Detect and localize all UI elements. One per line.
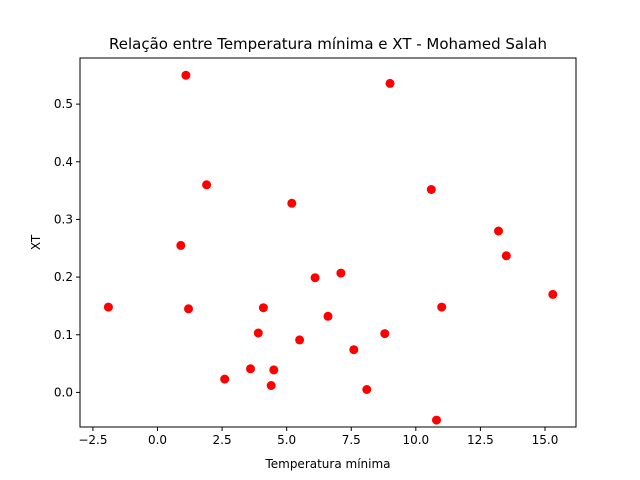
data-point-22	[432, 415, 441, 425]
y-tick-label: 0.5	[54, 97, 73, 111]
data-point-11	[269, 365, 279, 375]
x-tick-label: 5.0	[277, 433, 296, 447]
data-point-23	[437, 302, 447, 312]
plot-frame	[79, 57, 577, 428]
x-tick-label: 7.5	[342, 433, 361, 447]
data-point-21	[426, 185, 436, 194]
y-tick-label: 0.0	[54, 385, 73, 399]
data-point-18	[362, 385, 372, 394]
x-tick-label: −2.5	[78, 433, 107, 447]
chart-title: Relação entre Temperatura mínima e XT - …	[109, 35, 547, 53]
x-axis: −2.5 0.0 2.5 5.0 7.5 10.0 12.5 15.0	[78, 427, 558, 447]
data-point-25	[501, 251, 511, 261]
data-point-3	[181, 70, 191, 80]
data-point-2	[176, 240, 186, 250]
data-point-5	[202, 180, 212, 190]
data-point-9	[258, 303, 268, 313]
y-tick-label: 0.3	[54, 212, 73, 226]
data-point-14	[310, 273, 320, 283]
data-point-16	[336, 268, 346, 278]
points-layer	[103, 70, 558, 425]
data-point-20	[385, 78, 395, 88]
y-tick-label: 0.1	[54, 328, 73, 342]
x-tick-label: 10.0	[402, 433, 429, 447]
x-tick-label: 15.0	[532, 433, 559, 447]
data-point-6	[220, 374, 230, 384]
x-tick-label: 12.5	[467, 433, 494, 447]
y-tick-label: 0.4	[54, 155, 73, 169]
x-axis-label: Temperatura mínima	[264, 457, 390, 471]
data-point-7	[246, 364, 255, 374]
data-point-15	[323, 311, 333, 321]
data-point-17	[349, 345, 359, 355]
data-point-13	[295, 335, 305, 345]
data-point-26	[548, 289, 558, 299]
data-point-12	[287, 198, 297, 208]
data-point-24	[494, 226, 503, 236]
data-point-4	[184, 304, 193, 314]
data-point-8	[253, 328, 263, 338]
data-point-19	[380, 329, 390, 339]
y-axis: 0.0 0.1 0.2 0.3 0.4 0.5	[54, 97, 80, 399]
x-tick-label: 0.0	[148, 433, 167, 447]
data-point-10	[266, 381, 276, 390]
x-tick-label: 2.5	[213, 433, 232, 447]
data-point-1	[103, 302, 113, 312]
y-axis-label: XT	[29, 234, 43, 250]
y-tick-label: 0.2	[54, 270, 73, 284]
